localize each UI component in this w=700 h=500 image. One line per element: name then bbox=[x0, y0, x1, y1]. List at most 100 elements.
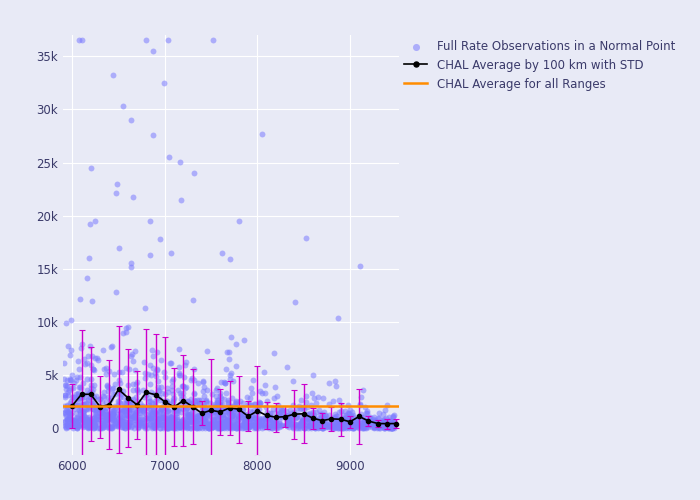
Full Rate Observations in a Normal Point bbox=[131, 408, 142, 416]
Full Rate Observations in a Normal Point bbox=[228, 402, 239, 410]
Full Rate Observations in a Normal Point bbox=[211, 415, 223, 423]
Full Rate Observations in a Normal Point bbox=[373, 424, 384, 432]
Full Rate Observations in a Normal Point bbox=[64, 410, 75, 418]
Full Rate Observations in a Normal Point bbox=[207, 423, 218, 431]
Full Rate Observations in a Normal Point bbox=[377, 418, 388, 426]
Full Rate Observations in a Normal Point bbox=[209, 406, 220, 414]
Full Rate Observations in a Normal Point bbox=[278, 407, 289, 415]
Full Rate Observations in a Normal Point bbox=[216, 418, 228, 426]
Full Rate Observations in a Normal Point bbox=[211, 398, 223, 406]
Full Rate Observations in a Normal Point bbox=[285, 408, 296, 416]
Full Rate Observations in a Normal Point bbox=[62, 421, 74, 429]
Full Rate Observations in a Normal Point bbox=[82, 423, 93, 431]
Full Rate Observations in a Normal Point bbox=[132, 414, 143, 422]
Full Rate Observations in a Normal Point bbox=[75, 295, 86, 303]
Full Rate Observations in a Normal Point bbox=[109, 416, 120, 424]
Full Rate Observations in a Normal Point bbox=[199, 383, 210, 391]
Full Rate Observations in a Normal Point bbox=[232, 412, 244, 420]
Full Rate Observations in a Normal Point bbox=[368, 419, 379, 427]
Full Rate Observations in a Normal Point bbox=[174, 400, 186, 408]
Full Rate Observations in a Normal Point bbox=[295, 422, 306, 430]
Full Rate Observations in a Normal Point bbox=[146, 410, 157, 418]
Full Rate Observations in a Normal Point bbox=[100, 416, 111, 424]
Full Rate Observations in a Normal Point bbox=[354, 401, 365, 409]
Full Rate Observations in a Normal Point bbox=[181, 420, 192, 428]
Full Rate Observations in a Normal Point bbox=[370, 417, 381, 425]
Full Rate Observations in a Normal Point bbox=[332, 422, 343, 430]
Full Rate Observations in a Normal Point bbox=[105, 394, 116, 402]
Full Rate Observations in a Normal Point bbox=[186, 400, 197, 408]
Full Rate Observations in a Normal Point bbox=[93, 424, 104, 432]
Full Rate Observations in a Normal Point bbox=[340, 414, 351, 422]
Full Rate Observations in a Normal Point bbox=[228, 408, 239, 416]
Full Rate Observations in a Normal Point bbox=[319, 418, 330, 426]
Full Rate Observations in a Normal Point bbox=[76, 340, 88, 347]
Full Rate Observations in a Normal Point bbox=[220, 410, 231, 418]
Full Rate Observations in a Normal Point bbox=[385, 424, 396, 432]
Full Rate Observations in a Normal Point bbox=[208, 423, 219, 431]
Full Rate Observations in a Normal Point bbox=[180, 418, 191, 426]
Full Rate Observations in a Normal Point bbox=[137, 408, 148, 416]
Full Rate Observations in a Normal Point bbox=[198, 387, 209, 395]
Full Rate Observations in a Normal Point bbox=[152, 366, 163, 374]
Full Rate Observations in a Normal Point bbox=[76, 392, 88, 400]
Full Rate Observations in a Normal Point bbox=[97, 392, 108, 400]
Full Rate Observations in a Normal Point bbox=[239, 416, 251, 424]
Full Rate Observations in a Normal Point bbox=[254, 398, 265, 406]
Full Rate Observations in a Normal Point bbox=[224, 420, 235, 428]
Full Rate Observations in a Normal Point bbox=[368, 424, 379, 432]
Full Rate Observations in a Normal Point bbox=[185, 376, 196, 384]
Full Rate Observations in a Normal Point bbox=[111, 180, 122, 188]
Full Rate Observations in a Normal Point bbox=[305, 401, 316, 409]
Full Rate Observations in a Normal Point bbox=[152, 416, 163, 424]
Full Rate Observations in a Normal Point bbox=[108, 407, 119, 415]
Full Rate Observations in a Normal Point bbox=[344, 408, 355, 416]
Full Rate Observations in a Normal Point bbox=[251, 424, 262, 432]
Full Rate Observations in a Normal Point bbox=[134, 420, 145, 428]
Full Rate Observations in a Normal Point bbox=[375, 421, 386, 429]
Full Rate Observations in a Normal Point bbox=[81, 358, 92, 366]
Full Rate Observations in a Normal Point bbox=[71, 421, 82, 429]
Full Rate Observations in a Normal Point bbox=[281, 421, 292, 429]
Full Rate Observations in a Normal Point bbox=[144, 414, 155, 422]
Full Rate Observations in a Normal Point bbox=[74, 394, 85, 402]
Full Rate Observations in a Normal Point bbox=[159, 414, 170, 422]
Full Rate Observations in a Normal Point bbox=[351, 418, 362, 426]
Full Rate Observations in a Normal Point bbox=[88, 418, 99, 426]
Full Rate Observations in a Normal Point bbox=[243, 422, 254, 430]
Full Rate Observations in a Normal Point bbox=[274, 412, 286, 420]
Full Rate Observations in a Normal Point bbox=[101, 424, 112, 432]
Full Rate Observations in a Normal Point bbox=[81, 417, 92, 425]
Full Rate Observations in a Normal Point bbox=[261, 408, 272, 416]
Full Rate Observations in a Normal Point bbox=[335, 424, 346, 432]
Full Rate Observations in a Normal Point bbox=[386, 424, 398, 432]
Full Rate Observations in a Normal Point bbox=[322, 424, 333, 432]
Full Rate Observations in a Normal Point bbox=[327, 422, 338, 430]
Full Rate Observations in a Normal Point bbox=[232, 415, 243, 423]
Full Rate Observations in a Normal Point bbox=[208, 412, 219, 420]
Full Rate Observations in a Normal Point bbox=[368, 419, 379, 427]
Full Rate Observations in a Normal Point bbox=[215, 424, 226, 432]
Full Rate Observations in a Normal Point bbox=[308, 423, 319, 431]
Full Rate Observations in a Normal Point bbox=[122, 322, 134, 330]
Full Rate Observations in a Normal Point bbox=[200, 396, 211, 404]
Full Rate Observations in a Normal Point bbox=[170, 420, 181, 428]
Full Rate Observations in a Normal Point bbox=[321, 420, 332, 428]
Full Rate Observations in a Normal Point bbox=[309, 418, 321, 426]
Full Rate Observations in a Normal Point bbox=[204, 424, 215, 432]
Full Rate Observations in a Normal Point bbox=[237, 399, 248, 407]
Full Rate Observations in a Normal Point bbox=[385, 421, 396, 429]
Full Rate Observations in a Normal Point bbox=[74, 373, 85, 381]
Full Rate Observations in a Normal Point bbox=[228, 405, 239, 413]
Full Rate Observations in a Normal Point bbox=[300, 421, 311, 429]
Full Rate Observations in a Normal Point bbox=[314, 410, 326, 418]
Full Rate Observations in a Normal Point bbox=[123, 406, 134, 413]
Full Rate Observations in a Normal Point bbox=[382, 422, 393, 430]
Full Rate Observations in a Normal Point bbox=[160, 423, 172, 431]
Full Rate Observations in a Normal Point bbox=[239, 414, 251, 422]
Full Rate Observations in a Normal Point bbox=[127, 412, 139, 420]
Full Rate Observations in a Normal Point bbox=[201, 422, 212, 430]
Full Rate Observations in a Normal Point bbox=[314, 406, 325, 413]
Full Rate Observations in a Normal Point bbox=[60, 410, 71, 418]
Full Rate Observations in a Normal Point bbox=[160, 414, 172, 422]
